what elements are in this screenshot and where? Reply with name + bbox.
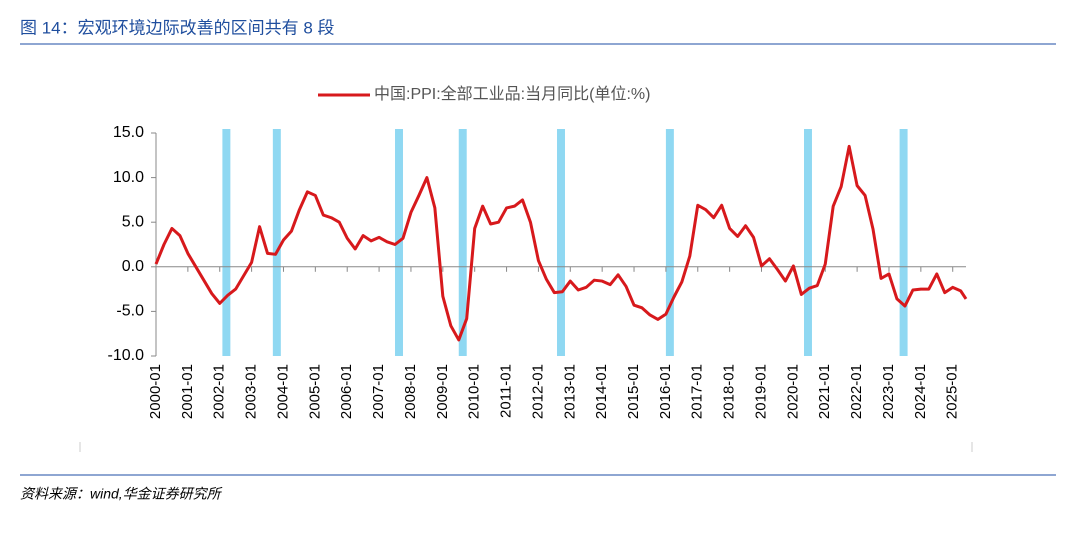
x-tick-label: 2018-01: [721, 364, 738, 419]
source: 资料来源：wind,华金证券研究所: [20, 486, 223, 502]
x-tick-label: 2020-01: [784, 364, 801, 419]
x-tick-label: 2024-01: [912, 364, 929, 419]
x-tick-label: 2000-01: [147, 364, 164, 419]
x-tick-label: 2004-01: [274, 364, 291, 419]
x-tick-label: 2013-01: [561, 364, 578, 419]
y-tick-label: -5.0: [116, 303, 144, 320]
x-tick-label: 2005-01: [306, 364, 323, 419]
x-tick-label: 2011-01: [498, 364, 515, 418]
x-tick-label: 2010-01: [466, 364, 483, 419]
x-tick-label: 2021-01: [816, 364, 833, 419]
x-tick-label: 2007-01: [370, 364, 387, 419]
x-tick-label: 2019-01: [752, 364, 769, 419]
x-tick-label: 2014-01: [593, 364, 610, 419]
legend-label: 中国:PPI:全部工业品:当月同比(单位:%): [374, 85, 650, 103]
highlight-band: [272, 129, 281, 356]
x-tick-label: 2015-01: [625, 364, 642, 419]
x-tick-label: 2025-01: [944, 364, 961, 419]
x-tick-label: 2003-01: [243, 364, 260, 419]
x-tick-label: 2009-01: [434, 364, 451, 419]
y-tick-label: -10.0: [108, 347, 145, 364]
x-tick-label: 2012-01: [529, 364, 546, 419]
x-tick-label: 2022-01: [848, 364, 865, 419]
x-tick-label: 2023-01: [880, 364, 897, 419]
x-tick-label: 2017-01: [689, 364, 706, 419]
figure-title: 图 14：宏观环境边际改善的区间共有 8 段: [20, 18, 335, 37]
data-line: [154, 144, 968, 342]
y-tick-label: 10.0: [113, 169, 144, 186]
y-tick-label: 0.0: [122, 258, 144, 275]
y-tick-label: 5.0: [122, 213, 144, 230]
highlight-band: [222, 129, 231, 356]
y-tick-label: 15.0: [113, 124, 144, 141]
x-tick-label: 2008-01: [402, 364, 419, 419]
highlight-band: [458, 129, 467, 356]
highlight-band: [804, 129, 812, 356]
x-tick-label: 2006-01: [338, 364, 355, 419]
highlight-band: [899, 129, 908, 356]
x-tick-label: 2001-01: [179, 364, 196, 419]
highlight-band: [557, 129, 565, 356]
x-tick-label: 2002-01: [211, 364, 228, 419]
x-tick-label: 2016-01: [657, 364, 674, 419]
highlight-band: [665, 129, 674, 356]
